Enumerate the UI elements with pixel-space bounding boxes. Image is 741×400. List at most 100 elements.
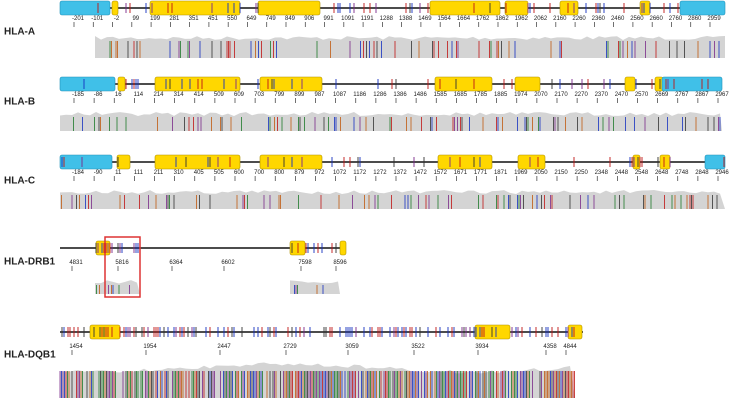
position-label: 505 (214, 170, 225, 176)
exon (111, 0, 119, 16)
gene-label: HLA-DQB1 (4, 350, 56, 361)
position-label: -101 (91, 16, 104, 22)
exon (257, 0, 321, 16)
position-label: -184 (72, 170, 85, 176)
position-label: 8596 (333, 260, 347, 266)
exon (504, 0, 529, 16)
position-label: 2170 (554, 92, 568, 98)
position-label: 800 (274, 170, 285, 176)
position-label: 1454 (69, 344, 83, 350)
position-label: 6364 (169, 260, 183, 266)
position-label: 1664 (457, 16, 471, 22)
position-label: 1771 (474, 170, 488, 176)
position-label: 991 (324, 16, 335, 22)
exon (339, 240, 347, 256)
position-label: 2660 (650, 16, 664, 22)
position-label: 2867 (695, 92, 709, 98)
exon (89, 324, 121, 340)
position-label: 1871 (494, 170, 508, 176)
position-label: 2560 (630, 16, 644, 22)
position-label: 1862 (495, 16, 509, 22)
position-label: 2360 (592, 16, 606, 22)
position-label: 1685 (454, 92, 468, 98)
position-label: 1564 (438, 16, 452, 22)
position-label: 799 (274, 92, 285, 98)
position-label: 987 (314, 92, 325, 98)
position-label: 111 (134, 170, 144, 176)
position-label: 1885 (494, 92, 508, 98)
position-label: 314 (174, 92, 185, 98)
position-label: 1785 (474, 92, 488, 98)
position-label: 2470 (615, 92, 629, 98)
position-label: 3059 (345, 344, 359, 350)
exon (59, 0, 111, 16)
position-label: 1671 (454, 170, 468, 176)
position-label: 281 (169, 16, 180, 22)
position-label: 1172 (353, 170, 367, 176)
position-label: 2959 (707, 16, 721, 22)
exon (567, 324, 583, 340)
position-label: 2448 (615, 170, 629, 176)
position-label: -86 (94, 92, 103, 98)
position-label: 7598 (298, 260, 312, 266)
position-label: 405 (194, 170, 205, 176)
position-label: 2160 (553, 16, 567, 22)
position-label: 1072 (333, 170, 347, 176)
exon (661, 76, 723, 92)
position-label: 609 (234, 92, 245, 98)
position-label: 2447 (217, 344, 231, 350)
position-label: 451 (208, 16, 219, 22)
position-label: 2570 (635, 92, 649, 98)
exon (624, 76, 636, 92)
position-label: 1962 (515, 16, 529, 22)
position-label: 2967 (715, 92, 729, 98)
position-label: 972 (314, 170, 325, 176)
exon (679, 0, 726, 16)
position-label: 5816 (115, 260, 129, 266)
position-label: 600 (234, 170, 245, 176)
position-label: 2370 (595, 92, 609, 98)
position-label: 550 (227, 16, 238, 22)
coverage (60, 190, 725, 209)
position-label: -185 (72, 92, 85, 98)
position-label: 879 (294, 170, 305, 176)
position-label: 4358 (543, 344, 557, 350)
position-label: 1762 (476, 16, 490, 22)
position-label: 2848 (695, 170, 709, 176)
position-label: 2348 (595, 170, 609, 176)
position-label: 1087 (333, 92, 347, 98)
position-label: 4831 (69, 260, 83, 266)
position-label: 2548 (635, 170, 649, 176)
position-label: 1969 (514, 170, 528, 176)
position-label: 1572 (434, 170, 448, 176)
exon (59, 154, 113, 170)
position-label: 351 (189, 16, 200, 22)
position-label: 509 (214, 92, 225, 98)
exon (659, 154, 671, 170)
position-label: 1186 (353, 92, 367, 98)
position-label: 2748 (675, 170, 689, 176)
exon (517, 154, 546, 170)
exon (514, 76, 541, 92)
position-label: 2050 (534, 170, 548, 176)
gene-label: HLA-C (4, 176, 35, 187)
position-label: 1472 (413, 170, 427, 176)
exon (154, 154, 241, 170)
position-label: 2729 (283, 344, 297, 350)
position-label: 1272 (373, 170, 387, 176)
position-label: 2669 (655, 92, 669, 98)
position-label: 1469 (418, 16, 432, 22)
position-label: -90 (94, 170, 103, 176)
position-label: 4844 (563, 344, 577, 350)
gene-label: HLA-B (4, 97, 35, 108)
exon (559, 0, 579, 16)
exon (434, 76, 493, 92)
position-label: 16 (115, 92, 122, 98)
position-label: 1091 (341, 16, 355, 22)
position-label: 2760 (669, 16, 683, 22)
coverage (60, 112, 722, 131)
exon (429, 0, 501, 16)
position-label: 114 (134, 92, 144, 98)
position-label: 1386 (393, 92, 407, 98)
